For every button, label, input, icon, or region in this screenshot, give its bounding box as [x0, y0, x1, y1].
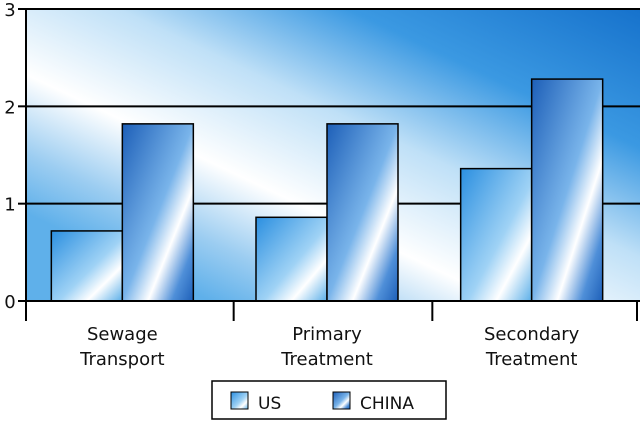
bar-china-2 [530, 78, 604, 302]
x-tick-label-2-1: Treatment [485, 349, 578, 370]
legend-box [211, 380, 447, 420]
x-tick-label-1-1: Treatment [280, 349, 373, 370]
x-tick-label-2-0: Secondary [484, 324, 580, 345]
bar-china-0 [121, 123, 195, 302]
legend-swatch-us [230, 391, 249, 410]
x-tick-labels: Sewage Transport Primary Treatment Secondary… [79, 324, 580, 370]
bar-china-1 [326, 123, 399, 302]
bar-us-1 [255, 216, 328, 302]
y-tick-label-1: 1 [4, 195, 15, 216]
bars [50, 78, 604, 302]
bar-us-2 [459, 167, 533, 302]
legend: US CHINA [211, 380, 447, 420]
y-tick-label-0: 0 [4, 292, 15, 313]
legend-label-us: US [258, 394, 281, 414]
legend-swatch-china [332, 391, 351, 410]
axes [18, 8, 640, 321]
bar-us-0 [50, 230, 124, 302]
x-tick-label-0-0: Sewage [87, 324, 158, 345]
y-tick-label-3: 3 [4, 0, 15, 21]
x-tick-label-0-1: Transport [79, 349, 164, 370]
x-tick-label-1-0: Primary [292, 324, 362, 345]
y-tick-label-2: 2 [4, 97, 15, 118]
y-tick-labels: 0 1 2 3 [4, 0, 15, 313]
legend-label-china: CHINA [360, 394, 414, 414]
